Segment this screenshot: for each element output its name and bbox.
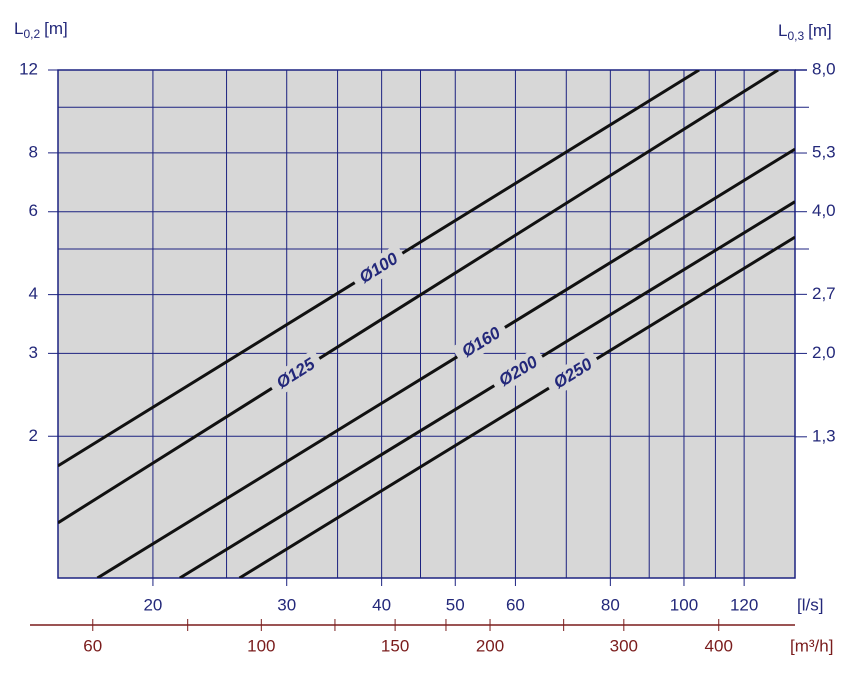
x-tick-label: 60 xyxy=(506,595,525,614)
x-tick-label: 30 xyxy=(277,595,296,614)
y-tick-label: 6 xyxy=(29,201,38,220)
x2-tick-label: 400 xyxy=(705,636,733,655)
plot-frame xyxy=(57,69,796,579)
x-tick-label: 50 xyxy=(446,595,465,614)
x2-tick-label: 150 xyxy=(381,636,409,655)
line-label-bg xyxy=(451,318,511,367)
data-line xyxy=(238,235,795,578)
x-tick-label: 80 xyxy=(601,595,620,614)
line-label-bg xyxy=(488,347,548,396)
line-label-bg xyxy=(348,243,409,293)
line-label-bg xyxy=(543,349,603,398)
x-tick-label: 100 xyxy=(670,595,698,614)
x2-tick-label: 60 xyxy=(83,636,102,655)
y2-tick-label: 2,7 xyxy=(812,284,836,303)
y-tick-label: 12 xyxy=(19,59,38,78)
y2-axis-label: L0,3 [m] xyxy=(778,21,832,43)
data-line xyxy=(96,147,795,578)
y2-tick-label: 1,3 xyxy=(812,426,836,445)
y-tick-label: 2 xyxy=(29,426,38,445)
x2-axis-label: [m³/h] xyxy=(790,636,833,655)
x-tick-label: 20 xyxy=(143,595,162,614)
y2-tick-label: 5,3 xyxy=(812,143,836,162)
x-axis-label: [l/s] xyxy=(797,595,823,614)
y-axis-label: L0,2 [m] xyxy=(14,19,68,41)
x2-tick-label: 200 xyxy=(476,636,504,655)
y2-tick-label: 8,0 xyxy=(812,59,836,78)
x-tick-label: 40 xyxy=(372,595,391,614)
y-tick-label: 8 xyxy=(29,142,38,161)
x2-tick-label: 100 xyxy=(247,636,275,655)
data-line xyxy=(58,70,779,525)
y-tick-label: 3 xyxy=(29,343,38,362)
data-line xyxy=(179,200,795,578)
y2-tick-label: 2,0 xyxy=(812,343,836,362)
plot-area xyxy=(58,70,795,578)
line-label-bg xyxy=(266,349,326,398)
y2-tick-label: 4,0 xyxy=(812,201,836,220)
y-tick-label: 4 xyxy=(29,284,38,303)
x-tick-label: 120 xyxy=(730,595,758,614)
x2-tick-label: 300 xyxy=(610,636,638,655)
